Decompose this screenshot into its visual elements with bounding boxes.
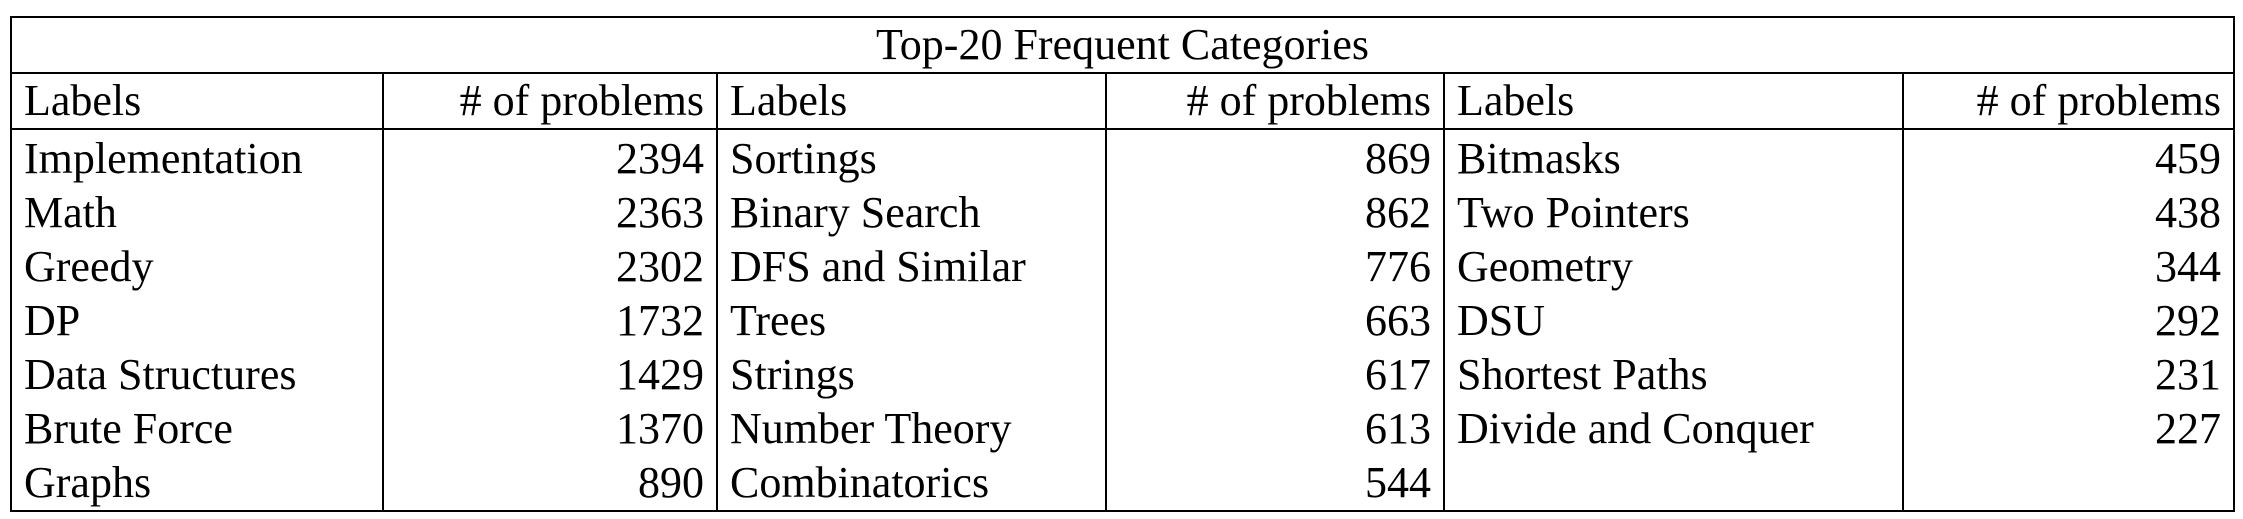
table-row: DP 1732 Trees 663 DSU 292 — [11, 294, 2234, 348]
category-label: DFS and Similar — [717, 240, 1107, 294]
problem-count: 231 — [2155, 350, 2222, 399]
table-row: Data Structures 1429 Strings 617 Shortest Pa… — [11, 348, 2234, 402]
problem-count: 459 — [2155, 134, 2222, 183]
category-label: Divide and Conquer — [1444, 402, 1904, 456]
problem-count: 438 — [2155, 188, 2222, 237]
category-label: Binary Search — [717, 186, 1107, 240]
category-label: Data Structures — [11, 348, 384, 402]
table-row: Greedy 2302 DFS and Similar 776 Geometry 344 — [11, 240, 2234, 294]
header-labels-1: Labels — [11, 73, 384, 130]
problem-count: 2302 — [383, 240, 718, 294]
problem-count: 544 — [1106, 456, 1445, 511]
problem-count: 1370 — [383, 402, 718, 456]
category-label: Strings — [717, 348, 1107, 402]
table-row: Graphs 890 Combinatorics 544 — [11, 456, 2234, 511]
problem-count: 890 — [383, 456, 718, 511]
category-label: Sortings — [717, 129, 1107, 186]
problem-count: 1429 — [383, 348, 718, 402]
problem-count: 1732 — [383, 294, 718, 348]
table-title: Top-20 Frequent Categories — [11, 17, 2235, 74]
table-row: Brute Force 1370 Number Theory 613 Divide an… — [11, 402, 2234, 456]
problem-count: 2394 — [383, 129, 718, 186]
category-label: DP — [11, 294, 384, 348]
category-label: Brute Force — [11, 402, 384, 456]
category-label — [1444, 456, 1904, 511]
problem-count: 227 — [2155, 404, 2222, 453]
problem-count: 663 — [1106, 294, 1445, 348]
category-label: Bitmasks — [1444, 129, 1904, 186]
header-labels-2: Labels — [717, 73, 1107, 130]
category-label: Implementation — [11, 129, 384, 186]
problem-count: 776 — [1106, 240, 1445, 294]
header-labels-3: Labels — [1444, 73, 1904, 130]
problem-count: 2363 — [383, 186, 718, 240]
problem-count: 869 — [1106, 129, 1445, 186]
problem-count — [1903, 456, 2234, 511]
problem-count: 292 — [2155, 296, 2222, 345]
category-label: Greedy — [11, 240, 384, 294]
category-label: Geometry — [1444, 240, 1904, 294]
category-label: Graphs — [11, 456, 384, 511]
category-label: Math — [11, 186, 384, 240]
problem-count: 862 — [1106, 186, 1445, 240]
category-label: Trees — [717, 294, 1107, 348]
problem-count: 613 — [1106, 402, 1445, 456]
category-label: Two Pointers — [1444, 186, 1904, 240]
categories-table: Top-20 Frequent Categories Labels # of p… — [10, 16, 2236, 512]
header-count-3: # of problems — [1903, 73, 2235, 130]
header-row: Labels # of problems Labels # of problem… — [11, 73, 2235, 130]
category-label: Combinatorics — [717, 456, 1107, 511]
problem-count: 617 — [1106, 348, 1445, 402]
category-label: DSU — [1444, 294, 1904, 348]
header-count-2: # of problems — [1106, 73, 1445, 130]
table-row: Math 2363 Binary Search 862 Two Pointers 438 — [11, 186, 2234, 240]
category-label: Shortest Paths — [1444, 348, 1904, 402]
table-body: Implementation 2394 Sortings 869 Bitmasks 459… — [11, 129, 2234, 511]
header-count-1: # of problems — [383, 73, 718, 130]
table-row: Implementation 2394 Sortings 869 Bitmasks 459 — [11, 129, 2234, 186]
category-label: Number Theory — [717, 402, 1107, 456]
problem-count: 344 — [2155, 242, 2222, 291]
